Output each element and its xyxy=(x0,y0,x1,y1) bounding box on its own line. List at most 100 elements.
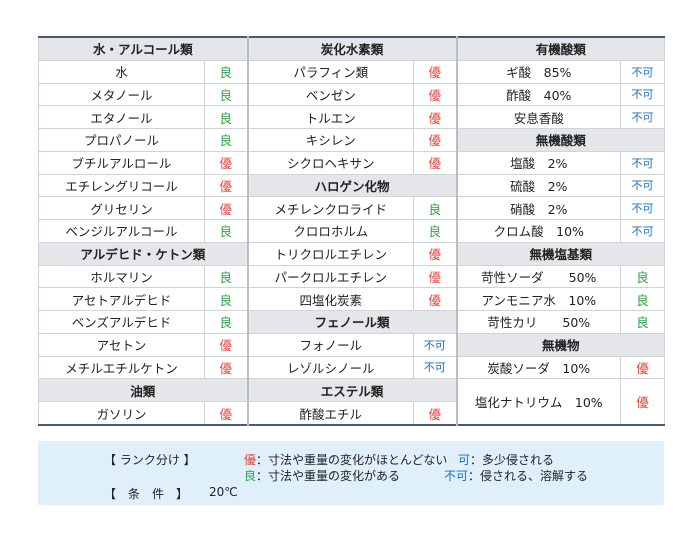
rank-cell: 良 xyxy=(620,287,666,312)
section-header-inorganic: 無機物 xyxy=(455,332,666,357)
rank-cell: 優 xyxy=(203,401,249,426)
chemical-name: エチレングリコール xyxy=(38,173,205,198)
chemical-name: フォノール xyxy=(246,332,415,357)
chemical-name: ベンゼン xyxy=(246,82,415,107)
rank-cell: 優 xyxy=(413,59,458,84)
rank-cell: 優 xyxy=(620,355,666,380)
section-header-inorganic-bases: 無機塩基類 xyxy=(455,241,666,266)
legend-ryo: 良：寸法や重量の変化がある xyxy=(244,467,400,484)
legend-ka-mark: 可 xyxy=(458,453,471,467)
section-header-halogen: ハロゲン化物 xyxy=(246,173,458,198)
section-header-inorganic-acids: 無機酸類 xyxy=(455,128,666,152)
chemical-name: アセトアルデヒド xyxy=(38,287,205,312)
rank-cell: 良 xyxy=(620,264,666,289)
rank-cell: 良 xyxy=(413,219,458,243)
rank-legend-label: 【 ランク分け 】 xyxy=(104,453,196,467)
legend-yu-desc: ：寸法や重量の変化がほとんどない xyxy=(256,453,448,467)
section-header-hydrocarbons: 炭化水素類 xyxy=(246,36,458,61)
chemical-name: パークロルエチレン xyxy=(246,264,415,289)
chemical-name: 硫酸 2% xyxy=(455,173,622,198)
rank-cell: 良 xyxy=(203,82,249,107)
chemical-name: クロム酸 10% xyxy=(455,219,622,243)
section-header-water-alcohols: 水・アルコール類 xyxy=(37,36,249,61)
chemical-name: プロパノール xyxy=(38,128,205,152)
chemical-name: 苛性ソーダ 50% xyxy=(455,264,622,289)
chemical-name: クロロホルム xyxy=(246,219,415,243)
chemical-name: 四塩化炭素 xyxy=(246,287,415,312)
chemical-name: シクロヘキサン xyxy=(246,150,415,175)
rank-cell: 優 xyxy=(203,173,249,198)
rank-cell: 良 xyxy=(203,128,249,152)
chemical-name: パラフィン類 xyxy=(246,59,415,84)
rank-cell: 優 xyxy=(413,401,458,426)
rank-cell: 不可 xyxy=(413,355,458,380)
chemical-name: ホルマリン xyxy=(38,264,205,289)
rank-cell: 良 xyxy=(620,310,666,334)
rank-cell: 不可 xyxy=(620,173,666,198)
section-header-organic-acids: 有機酸類 xyxy=(455,36,666,61)
rank-cell: 優 xyxy=(413,82,458,107)
chemical-name: ベンズアルデヒド xyxy=(38,310,205,334)
chemical-name: 安息香酸 xyxy=(455,105,622,130)
chemical-name: メタノール xyxy=(38,82,205,107)
chemical-name: ギ酸 85% xyxy=(455,59,622,84)
rank-cell: 優 xyxy=(413,128,458,152)
section-header-oils: 油類 xyxy=(37,378,249,403)
legend-fuka: 不可：侵される、溶解する xyxy=(444,467,588,484)
condition-value: 20℃ xyxy=(209,485,238,499)
rank-cell: 良 xyxy=(203,59,249,84)
legend-ryo-desc: ：寸法や重量の変化がある xyxy=(256,469,401,483)
rank-cell: 良 xyxy=(203,264,249,289)
chemical-name: メチレンクロライド xyxy=(246,196,415,221)
rank-cell: 優 xyxy=(413,287,458,312)
rank-cell: 良 xyxy=(203,287,249,312)
chemical-name: 硝酸 2% xyxy=(455,196,622,221)
rank-cell: 優 xyxy=(203,355,249,380)
rank-cell: 良 xyxy=(413,196,458,221)
rank-cell: 優 xyxy=(203,196,249,221)
chemical-name: 酢酸 40% xyxy=(455,82,622,107)
chemical-name: アンモニア水 10% xyxy=(455,287,622,312)
rank-cell: 不可 xyxy=(620,82,666,107)
rank-cell: 不可 xyxy=(413,332,458,357)
rank-cell: 優 xyxy=(413,105,458,130)
section-header-phenols: フェノール類 xyxy=(246,310,458,334)
chemical-name: トルエン xyxy=(246,105,415,130)
chemical-name: ガソリン xyxy=(38,401,205,426)
chemical-name: 塩化ナトリウム 10% xyxy=(455,378,622,426)
condition-label: 【 条 件 】 xyxy=(104,487,189,501)
rank-cell: 優 xyxy=(203,332,249,357)
legend-fuka-mark: 不可 xyxy=(444,469,469,483)
rank-cell: 不可 xyxy=(620,59,666,84)
chemical-name: ブチルアルロール xyxy=(38,150,205,175)
rank-cell: 優 xyxy=(413,241,458,266)
chemical-name: キシレン xyxy=(246,128,415,152)
legend-yu-mark: 優 xyxy=(244,453,257,467)
chemical-name: 苛性カリ 50% xyxy=(455,310,622,334)
legend-box: 【 ランク分け 】 優：寸法や重量の変化がほとんどない 可：多少侵される 良：寸… xyxy=(38,441,664,505)
rank-cell: 優 xyxy=(413,150,458,175)
chemical-name: 酢酸エチル xyxy=(246,401,415,426)
chemical-resistance-table: 水・アルコール類 炭化水素類 有機酸類 水 良 パラフィン類 優 ギ酸 85% … xyxy=(37,36,666,426)
rank-cell: 良 xyxy=(203,105,249,130)
rank-cell: 不可 xyxy=(620,105,666,130)
rank-cell: 優 xyxy=(620,378,666,426)
legend-ryo-mark: 良 xyxy=(244,469,257,483)
chemical-name: アセトン xyxy=(38,332,205,357)
section-header-esters: エステル類 xyxy=(246,378,458,403)
rank-cell: 優 xyxy=(413,264,458,289)
legend-ka: 可：多少侵される xyxy=(458,451,554,468)
section-header-aldehyde-ketone: アルデヒド・ケトン類 xyxy=(37,241,249,266)
chemical-name: エタノール xyxy=(38,105,205,130)
rank-cell: 不可 xyxy=(620,196,666,221)
legend-yu: 優：寸法や重量の変化がほとんどない xyxy=(244,451,447,468)
chemical-name: メチルエチルケトン xyxy=(38,355,205,380)
chemical-name: 炭酸ソーダ 10% xyxy=(455,355,622,380)
legend-ka-desc: ：多少侵される xyxy=(470,453,555,467)
chemical-name: 塩酸 2% xyxy=(455,150,622,175)
rank-cell: 優 xyxy=(203,150,249,175)
rank-cell: 良 xyxy=(203,219,249,243)
rank-cell: 不可 xyxy=(620,150,666,175)
chemical-name: トリクロルエチレン xyxy=(246,241,415,266)
legend-fuka-desc: ：侵される、溶解する xyxy=(468,469,589,483)
